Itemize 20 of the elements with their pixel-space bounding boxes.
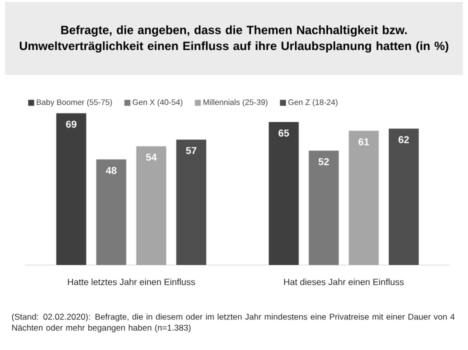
bar — [388, 128, 419, 265]
bar — [308, 150, 339, 265]
data-label: 65 — [278, 130, 290, 137]
bar — [348, 130, 379, 265]
bar — [136, 146, 166, 265]
bar — [96, 159, 126, 265]
x-tick-label: Hatte letztes Jahr einen Einfluss — [68, 278, 195, 286]
text: (Stand: 02.02.2020): Befragte, die in diesem oder im letzten Jahr mindestens eine Privatreise mit einer Dauer von 4 Nächten oder mehr begangen haben (n=1.383) — [12, 314, 455, 332]
data-label: 62 — [398, 136, 409, 144]
data-label: 57 — [186, 147, 196, 154]
bar — [56, 113, 86, 265]
chart-title: Befragte, die angeben, dass die Themen Nachhaltigkeit bzw. Umweltverträglichkeit einen Einfluss auf ihre Urlaubsplanung hatten (in %) — [20, 25, 448, 53]
data-label: 69 — [66, 120, 76, 128]
x-tick-label: Hat dieses Jahr einen Einfluss — [284, 278, 404, 286]
data-label: 54 — [146, 154, 157, 161]
bar — [176, 140, 206, 265]
data-label: 48 — [106, 166, 116, 174]
data-label: 52 — [318, 158, 329, 166]
bar — [268, 122, 299, 265]
data-label: 61 — [358, 138, 370, 146]
